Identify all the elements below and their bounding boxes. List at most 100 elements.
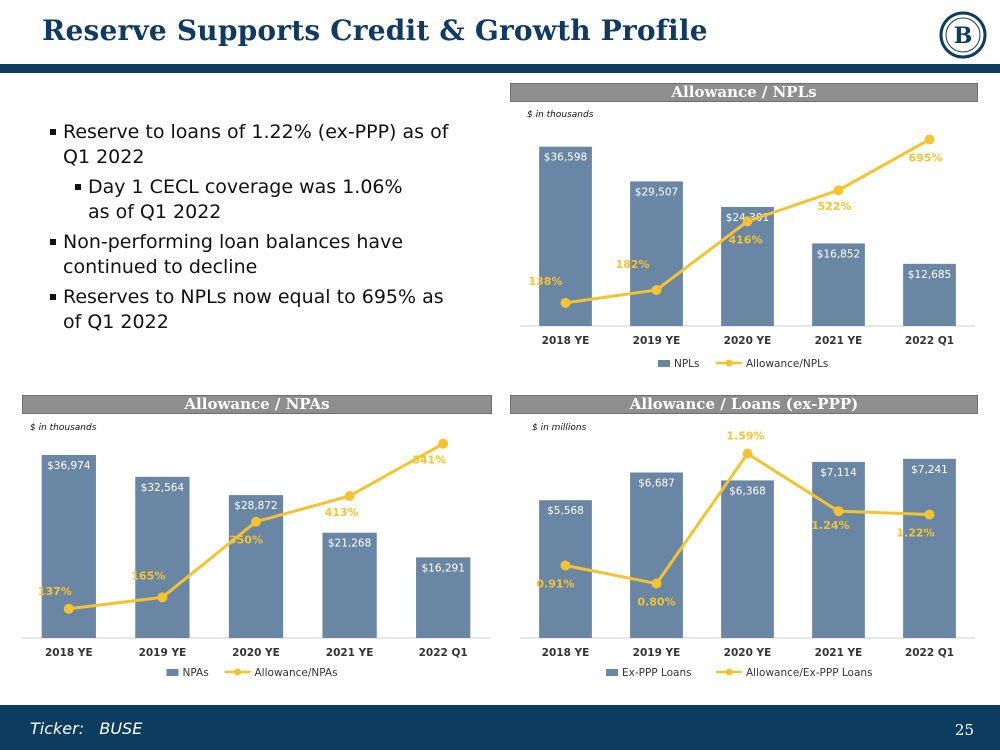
bar-5 — [416, 557, 471, 638]
line-point-5 — [438, 438, 449, 449]
line-value-label: 416% — [729, 233, 763, 246]
line-value-label: 350% — [229, 534, 263, 547]
legend-bar-swatch — [166, 669, 179, 676]
line-value-label: 1.59% — [726, 430, 764, 443]
bullet-item: Non-performing loan balances have contin… — [50, 230, 450, 280]
x-tick-label: 2019 YE — [633, 335, 681, 347]
x-tick-label: 2021 YE — [815, 647, 863, 659]
line-value-label: 1.24% — [811, 519, 849, 532]
x-tick-label: 2020 YE — [232, 647, 280, 659]
x-tick-label: 2019 YE — [633, 647, 681, 659]
x-tick-label: 2018 YE — [542, 647, 590, 659]
bar-3 — [721, 206, 774, 326]
bar-value-label: $12,685 — [908, 269, 951, 281]
line-value-label: 413% — [325, 506, 359, 519]
chart-allowance-npls: $36,598$29,507$24,301$16,852$12,6852018 … — [520, 134, 975, 370]
x-tick-label: 2018 YE — [542, 335, 590, 347]
x-tick-label: 2022 Q1 — [905, 335, 954, 347]
legend-line-marker — [725, 668, 733, 676]
line-value-label: 0.80% — [637, 596, 675, 609]
bar-value-label: $16,291 — [421, 562, 464, 574]
bar-value-label: $7,114 — [820, 467, 857, 479]
ticker-symbol: BUSE — [99, 719, 143, 738]
bar-value-label: $7,241 — [911, 464, 948, 476]
line-point-1 — [63, 603, 74, 614]
bar-2 — [135, 476, 190, 638]
bar-4 — [812, 243, 865, 326]
page-title: Reserve Supports Credit & Growth Profile — [42, 14, 708, 47]
line-point-3 — [742, 448, 753, 459]
line-point-2 — [651, 284, 662, 295]
line-value-label: 1.22% — [896, 526, 934, 539]
line-point-4 — [833, 506, 844, 517]
chart-units-npls: $ in thousands — [527, 110, 594, 120]
bar-value-label: $36,974 — [47, 460, 91, 472]
bar-value-label: $6,368 — [729, 485, 766, 497]
page-number: 25 — [954, 721, 974, 739]
bar-value-label: $36,598 — [544, 152, 587, 164]
footer-bar: Ticker: BUSE 25 — [0, 705, 1000, 750]
chart-header-loans: Allowance / Loans (ex-PPP) — [510, 395, 978, 414]
legend-line-marker — [234, 668, 241, 676]
chart-allowance-npas: $36,974 $32,564 $28,872 $21,268 $16,291 2018 … — [22, 438, 490, 679]
bullet-item: Reserve to loans of 1.22% (ex-PPP) as of… — [50, 120, 480, 170]
bullet-list: Reserve to loans of 1.22% (ex-PPP) as of… — [50, 120, 480, 340]
bar-2 — [630, 181, 683, 326]
line-point-3 — [742, 216, 753, 227]
line-point-1 — [560, 297, 571, 308]
line-point-1 — [560, 560, 571, 571]
legend-line-label: Allowance/NPLs — [746, 358, 828, 370]
chart-allowance-loans: $5,568 $6,687 $6,368 $7,114 $7,241 2018 YE 201… — [520, 430, 975, 679]
legend-bar-swatch — [606, 669, 618, 676]
legend-bar-label: Ex-PPP Loans — [622, 667, 692, 679]
bullet-item: Reserves to NPLs now equal to 695% as of… — [50, 285, 450, 335]
line-point-2 — [157, 592, 168, 603]
legend-line-marker — [725, 359, 733, 367]
x-tick-label: 2022 Q1 — [419, 647, 468, 659]
bar-value-label: $28,872 — [234, 500, 277, 512]
line-point-4 — [833, 185, 844, 196]
line-point-5 — [924, 134, 935, 145]
bar-value-label: $29,507 — [635, 186, 678, 198]
bullet-sub-item: Day 1 CECL coverage was 1.06% as of Q1 2… — [75, 175, 415, 225]
bar-3 — [721, 480, 774, 638]
line-value-label: 138% — [529, 275, 563, 288]
chart-header-npls: Allowance / NPLs — [510, 83, 978, 102]
legend-bar-label: NPLs — [674, 358, 700, 370]
x-tick-label: 2020 YE — [724, 335, 772, 347]
bar-value-label: $21,268 — [328, 538, 371, 550]
line-value-label: 0.91% — [536, 577, 574, 590]
logo-letter: B — [954, 23, 973, 49]
line-point-4 — [344, 490, 355, 501]
company-logo-icon: B — [939, 11, 987, 59]
chart-units-loans: $ in millions — [532, 423, 587, 433]
bar-4 — [322, 532, 377, 638]
line-value-label: 695% — [909, 151, 943, 164]
bar-2 — [630, 472, 683, 638]
bar-value-label: $6,687 — [638, 477, 675, 489]
line-value-label: 182% — [616, 258, 650, 271]
line-value-label: 137% — [38, 585, 72, 598]
bar-value-label: $5,568 — [547, 505, 584, 517]
chart-header-npas: Allowance / NPAs — [22, 395, 492, 414]
x-tick-label: 2018 YE — [45, 647, 93, 659]
x-tick-label: 2021 YE — [326, 647, 374, 659]
legend-bar-label: NPAs — [183, 667, 209, 679]
legend-bar-swatch — [658, 360, 670, 367]
x-tick-label: 2019 YE — [139, 647, 187, 659]
bar-5 — [903, 263, 956, 326]
bar-value-label: $32,564 — [141, 482, 185, 494]
line-point-2 — [651, 578, 662, 589]
bar-value-label: $16,852 — [817, 248, 860, 260]
x-tick-label: 2021 YE — [815, 335, 863, 347]
footer-ticker: Ticker: BUSE — [30, 719, 142, 738]
ticker-label: Ticker: — [30, 719, 85, 738]
line-point-5 — [924, 509, 935, 520]
line-value-label: 165% — [131, 569, 165, 582]
x-tick-label: 2020 YE — [724, 647, 772, 659]
x-tick-label: 2022 Q1 — [905, 647, 954, 659]
header-rule — [0, 64, 1000, 73]
bar-5 — [903, 458, 956, 638]
line-point-3 — [251, 516, 261, 527]
chart-units-npas: $ in thousands — [30, 423, 97, 433]
